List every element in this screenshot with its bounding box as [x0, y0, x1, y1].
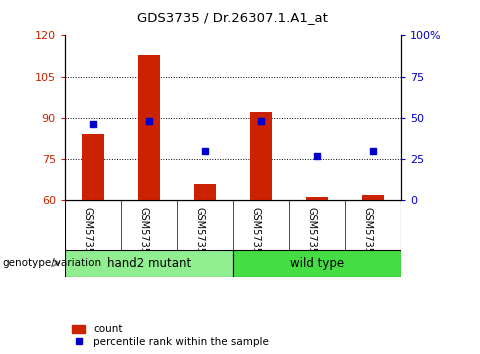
- Text: genotype/variation: genotype/variation: [2, 258, 102, 268]
- Text: GSM573578: GSM573578: [195, 207, 205, 267]
- Bar: [233, 250, 401, 277]
- Bar: [193, 183, 216, 200]
- Point: [201, 148, 209, 154]
- Bar: [306, 197, 328, 200]
- Text: GSM573576: GSM573576: [139, 207, 149, 267]
- Point: [369, 148, 377, 154]
- Bar: [65, 250, 233, 277]
- Legend: count, percentile rank within the sample: count, percentile rank within the sample: [72, 324, 269, 347]
- Bar: [82, 134, 104, 200]
- Text: GSM573573: GSM573573: [251, 207, 261, 267]
- Point: [313, 153, 321, 158]
- Point: [257, 118, 264, 124]
- Text: wild type: wild type: [290, 257, 344, 270]
- Bar: [361, 195, 384, 200]
- Bar: [138, 55, 160, 200]
- Text: GSM573577: GSM573577: [363, 207, 373, 267]
- Text: GSM573575: GSM573575: [307, 207, 317, 267]
- Text: hand2 mutant: hand2 mutant: [107, 257, 191, 270]
- Text: GSM573574: GSM573574: [83, 207, 93, 267]
- Point: [145, 118, 153, 124]
- Point: [89, 121, 96, 127]
- Bar: [250, 112, 272, 200]
- Text: GDS3735 / Dr.26307.1.A1_at: GDS3735 / Dr.26307.1.A1_at: [137, 11, 328, 24]
